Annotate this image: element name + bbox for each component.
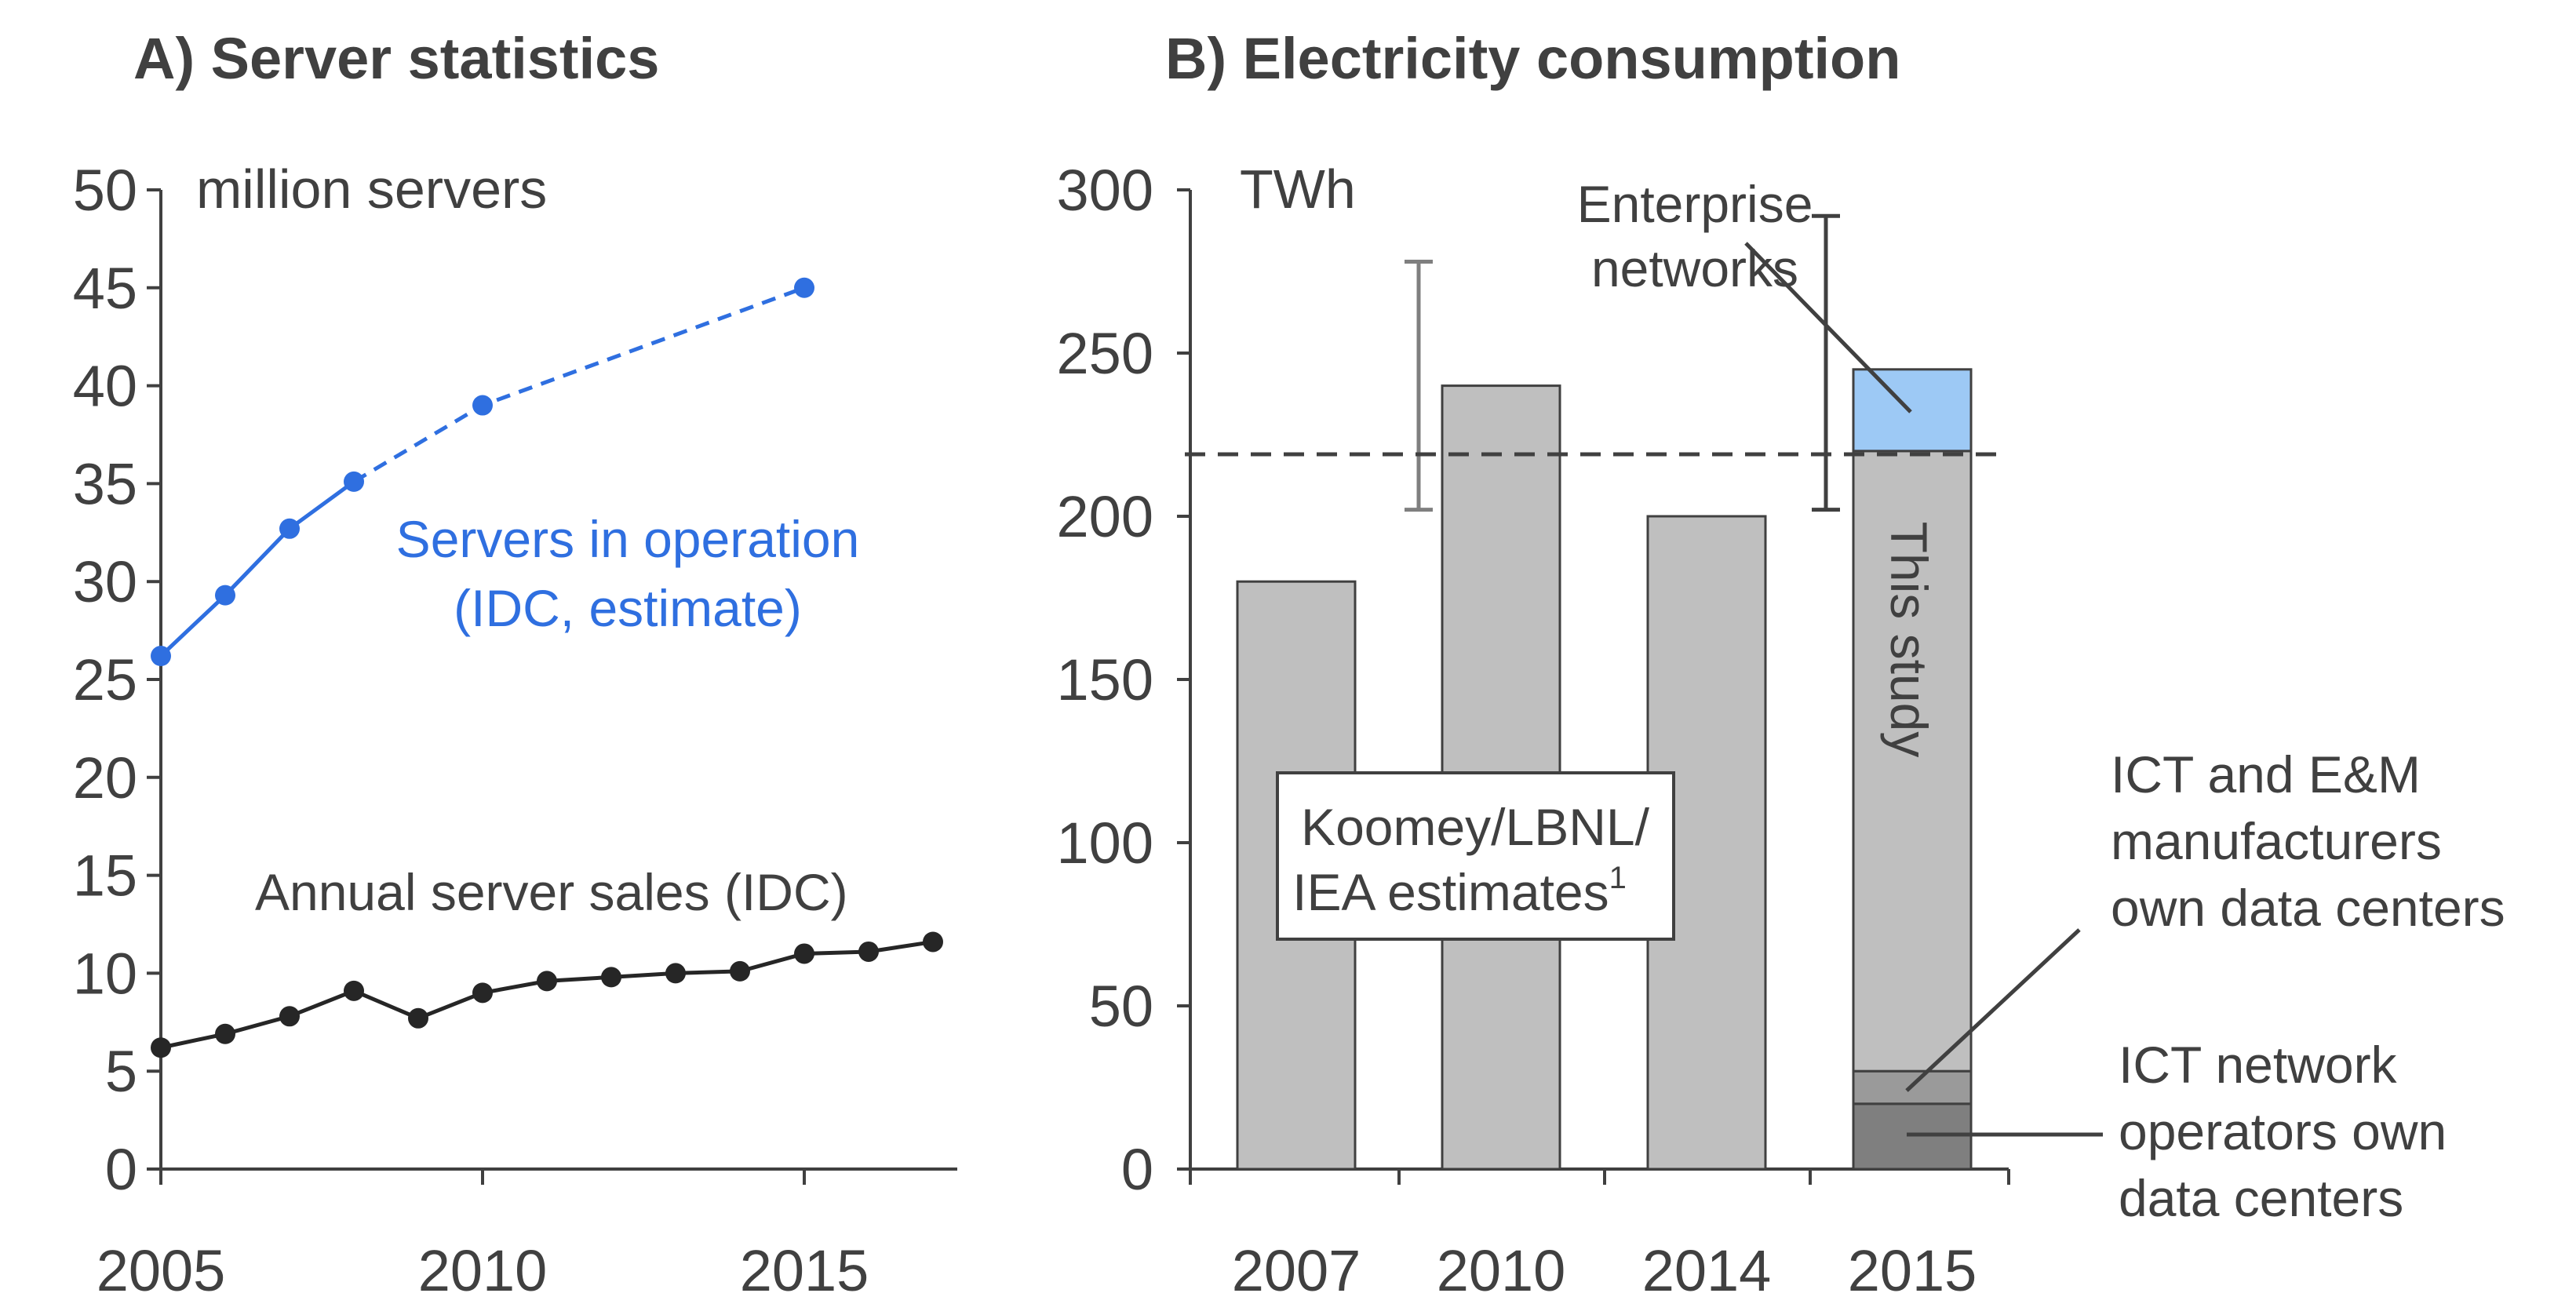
panel-b-y-tick-label: 100 [1057, 810, 1153, 876]
koomey-footnote-mark: 1 [1609, 861, 1627, 895]
ict-em-leader-line [1905, 928, 2081, 1092]
panel-b-x-tick-label: 2007 [1232, 1238, 1361, 1303]
annual-server-sales-point [794, 943, 814, 964]
enterprise-networks-leader-line [1744, 242, 1912, 413]
panel-a-title: A) Server statistics [133, 26, 659, 91]
panel-b-unit-label: TWh [1240, 158, 1356, 220]
ict-em-label-line2: manufacturers [2111, 812, 2442, 870]
enterprise-networks-label-line2: networks [1591, 239, 1798, 297]
annual-server-sales-point [215, 1023, 235, 1044]
annual-server-sales-point [601, 967, 621, 988]
annual-server-sales-point [537, 971, 557, 992]
this-study-label: This study [1880, 522, 1938, 758]
koomey-label-box [1276, 771, 1675, 941]
panel-a-y-tick-label: 15 [73, 843, 137, 909]
ict-network-label-line2: operators own [2119, 1102, 2447, 1160]
bar-2014 [1646, 515, 1767, 1171]
panel-a-x-tick-label: 2015 [740, 1238, 869, 1303]
panel-a-y-tick-label: 45 [73, 256, 137, 321]
annual-server-sales-point [151, 1037, 171, 1058]
panel-b-bars [1236, 368, 1973, 1171]
panel-a-y-tick-label: 5 [105, 1039, 137, 1104]
panel-b-x-ticks: 2007 2010 2014 2015 [1189, 1169, 2010, 1303]
annual-server-sales-point [344, 980, 364, 1001]
servers-in-operation-solid-line [159, 479, 355, 658]
servers-in-operation-dashed-line [352, 286, 805, 484]
servers-in-operation-point [279, 518, 300, 539]
panel-a: A) Server statistics million servers 0 5 1… [73, 26, 957, 1303]
panel-b-y-tick-label: 200 [1057, 484, 1153, 549]
panel-b-error-bars [1405, 213, 1840, 512]
panel-a-y-tick-label: 0 [105, 1137, 137, 1202]
annual-server-sales-point [665, 963, 686, 984]
servers-in-operation-label-line1: Servers in operation [396, 510, 860, 568]
annual-server-sales-point [408, 1007, 428, 1029]
panel-a-y-tick-label: 25 [73, 647, 137, 712]
panel-a-x-ticks: 2005 2010 2015 [97, 1169, 869, 1303]
panel-a-y-tick-label: 50 [73, 158, 137, 223]
servers-in-operation-point [215, 585, 235, 606]
panel-a-y-ticks: 0 5 10 15 20 25 30 35 40 45 50 [73, 158, 161, 1202]
annual-server-sales-point [472, 982, 493, 1004]
ict-network-label-line3: data centers [2119, 1169, 2403, 1227]
bar-2015-enterprise-networks [1852, 368, 1973, 453]
servers-in-operation-point [794, 277, 814, 298]
annual-server-sales-label: Annual server sales (IDC) [255, 863, 848, 921]
panel-b-y-tick-label: 150 [1057, 647, 1153, 712]
servers-in-operation-point [151, 646, 171, 667]
panel-a-y-tick-label: 40 [73, 354, 137, 419]
panel-a-y-tick-label: 20 [73, 745, 137, 810]
annual-server-sales-point [279, 1006, 300, 1027]
panel-b-x-tick-label: 2015 [1848, 1238, 1977, 1303]
annual-server-sales-point [923, 931, 943, 953]
panel-b-y-ticks: 0 50 100 150 200 250 300 [1057, 158, 1190, 1202]
panel-a-y-tick-label: 10 [73, 941, 137, 1006]
panel-b-y-tick-label: 250 [1057, 321, 1153, 386]
servers-in-operation-label-line2: (IDC, estimate) [454, 579, 802, 637]
panel-b-y-tick-label: 50 [1089, 974, 1153, 1039]
panel-b: B) Electricity consumption TWh 0 50 100 150… [1057, 26, 2505, 1303]
panel-a-y-tick-label: 30 [73, 549, 137, 614]
ict-em-label-line1: ICT and E&M [2111, 745, 2421, 803]
panel-b-title: B) Electricity consumption [1165, 26, 1900, 91]
panel-a-unit-label: million servers [196, 158, 547, 220]
panel-b-y-tick-label: 0 [1121, 1137, 1153, 1202]
panel-a-y-tick-label: 35 [73, 451, 137, 516]
koomey-label-line1: Koomey/LBNL/ [1301, 798, 1650, 856]
koomey-label-line2: IEA estimates1 [1292, 861, 1627, 921]
panel-a-x-tick-label: 2010 [418, 1238, 548, 1303]
panel-a-series [151, 277, 943, 1058]
koomey-label-text: IEA estimates [1292, 863, 1609, 921]
panel-b-y-tick-label: 300 [1057, 158, 1153, 223]
ict-network-label-line1: ICT network [2119, 1036, 2398, 1094]
servers-in-operation-point [472, 395, 493, 416]
panel-b-x-tick-label: 2014 [1642, 1238, 1772, 1303]
panel-a-x-tick-label: 2005 [97, 1238, 226, 1303]
panel-b-x-tick-label: 2010 [1437, 1238, 1566, 1303]
ict-em-label-line3: own data centers [2111, 879, 2505, 937]
annual-server-sales-line [160, 939, 934, 1050]
annual-server-sales-point [730, 960, 750, 982]
servers-in-operation-point [344, 471, 364, 492]
enterprise-networks-label-line1: Enterprise [1577, 175, 1813, 233]
annual-server-sales-point [858, 941, 879, 962]
